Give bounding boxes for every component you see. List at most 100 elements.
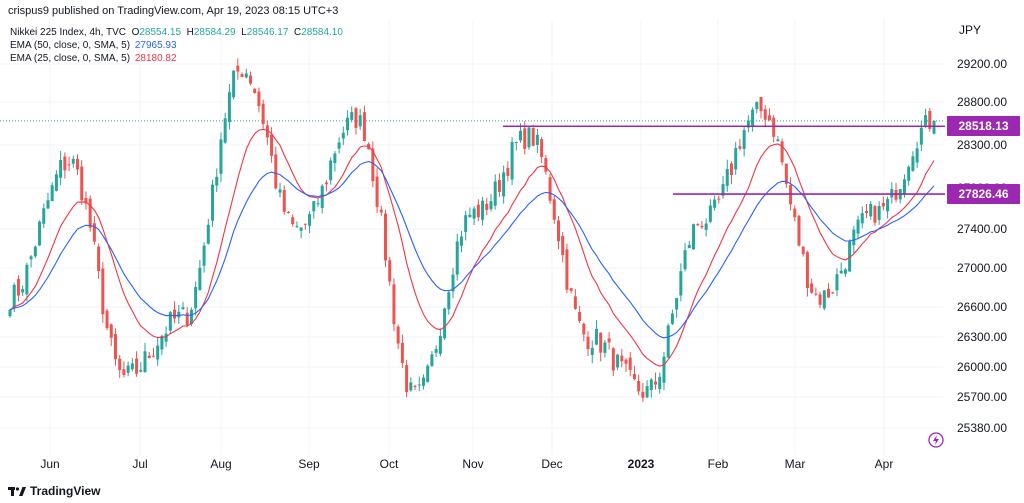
candle-body [535, 134, 539, 145]
legend-ema50-row[interactable]: EMA (50, close, 0, SMA, 5) 27965.93 [10, 39, 343, 52]
candle-body [198, 267, 202, 291]
candle-body [396, 326, 400, 344]
candle-body [177, 311, 181, 318]
candle-body [101, 268, 105, 315]
candle-body [59, 159, 63, 178]
candle-body [721, 184, 725, 196]
legend-ema25-row[interactable]: EMA (25, close, 0, SMA, 5) 28180.82 [10, 52, 343, 65]
y-tick-label: 28800.00 [957, 95, 1007, 109]
x-tick-label: Apr [875, 457, 894, 471]
candle-body [725, 169, 729, 186]
candle-body [810, 283, 814, 293]
currency-label: JPY [959, 23, 982, 37]
candle-body [443, 308, 447, 339]
candle-body [666, 325, 670, 358]
price-tag-upper-text: 28518.13 [958, 119, 1009, 134]
candle-body [746, 120, 750, 128]
candle-body [907, 166, 911, 181]
candle-body [928, 110, 932, 129]
tradingview-logo-icon [8, 485, 26, 497]
ema50-line [9, 161, 935, 339]
candle-body [675, 298, 679, 310]
candle-body [713, 199, 717, 208]
candle-body [603, 342, 607, 353]
candle-body [755, 101, 759, 110]
candle-body [468, 214, 472, 218]
candle-body [531, 128, 535, 146]
candle-body [497, 180, 501, 192]
candle-body [147, 355, 151, 359]
candle-body [527, 127, 531, 148]
candle-body [33, 246, 37, 257]
candle-body [476, 204, 480, 218]
candle-body [708, 205, 712, 222]
candle-body [350, 112, 354, 120]
candle-body [464, 215, 468, 232]
candle-body [506, 167, 510, 176]
x-tick-label: Nov [462, 457, 483, 471]
y-tick-label: 27000.00 [957, 261, 1007, 275]
candle-body [168, 312, 172, 331]
y-tick-label: 26300.00 [957, 330, 1007, 344]
candle-body [21, 289, 25, 293]
candle-body [46, 200, 50, 209]
candle-body [400, 342, 404, 363]
candle-body [118, 358, 122, 370]
candle-body [637, 380, 641, 392]
lightning-icon[interactable] [928, 432, 944, 448]
ema25-value: 28180.82 [134, 53, 177, 64]
x-tick-label: Jun [40, 457, 59, 471]
candle-body [692, 224, 696, 250]
candle-body [434, 349, 438, 353]
candle-body [50, 185, 54, 202]
candle-body [502, 172, 506, 197]
ema50-value: 27965.93 [134, 40, 177, 51]
publisher-line: crispus9 published on TradingView.com, A… [8, 5, 339, 17]
x-tick-label: Oct [380, 457, 399, 471]
candle-body [88, 198, 92, 228]
candle-body [793, 208, 797, 218]
candle-body [409, 382, 413, 391]
ohlc-o-value: 28554.15 [139, 27, 182, 38]
candle-body [451, 274, 455, 292]
y-tick-label: 28300.00 [957, 138, 1007, 152]
candle-body [333, 153, 337, 164]
candle-body [219, 139, 223, 174]
candle-body [835, 274, 839, 291]
candle-body [139, 369, 143, 372]
candle-body [561, 236, 565, 256]
candle-body [519, 130, 523, 141]
candle-body [160, 335, 164, 350]
candle-body [312, 201, 316, 212]
candle-body [772, 117, 776, 137]
candle-body [590, 347, 594, 355]
price-tag-lower-text: 27826.46 [958, 187, 1009, 202]
candle-body [337, 142, 341, 149]
candle-body [202, 245, 206, 266]
candle-body [658, 376, 662, 390]
candle-body [848, 241, 852, 272]
candle-body [253, 88, 257, 94]
candle-body [42, 208, 46, 224]
candle-body [455, 241, 459, 275]
candle-body [384, 213, 388, 261]
candle-body [430, 354, 434, 366]
candle-body [894, 189, 898, 200]
candle-body [822, 290, 826, 309]
candle-body [388, 260, 392, 282]
candle-body [105, 310, 109, 329]
candle-body [421, 377, 425, 386]
candle-body [240, 74, 244, 78]
candle-body [514, 141, 518, 143]
candle-body [594, 328, 598, 345]
candle-body [194, 287, 198, 309]
legend-symbol: Nikkei 225 Index, 4h, TVC [10, 27, 126, 38]
candle-body [8, 309, 12, 316]
ohlc-h-value: 28584.29 [193, 27, 236, 38]
candle-body [481, 200, 485, 220]
footer-brand[interactable]: TradingView [8, 484, 100, 498]
candle-body [877, 206, 881, 220]
x-tick-label: Sep [298, 457, 320, 471]
candle-body [485, 203, 489, 210]
